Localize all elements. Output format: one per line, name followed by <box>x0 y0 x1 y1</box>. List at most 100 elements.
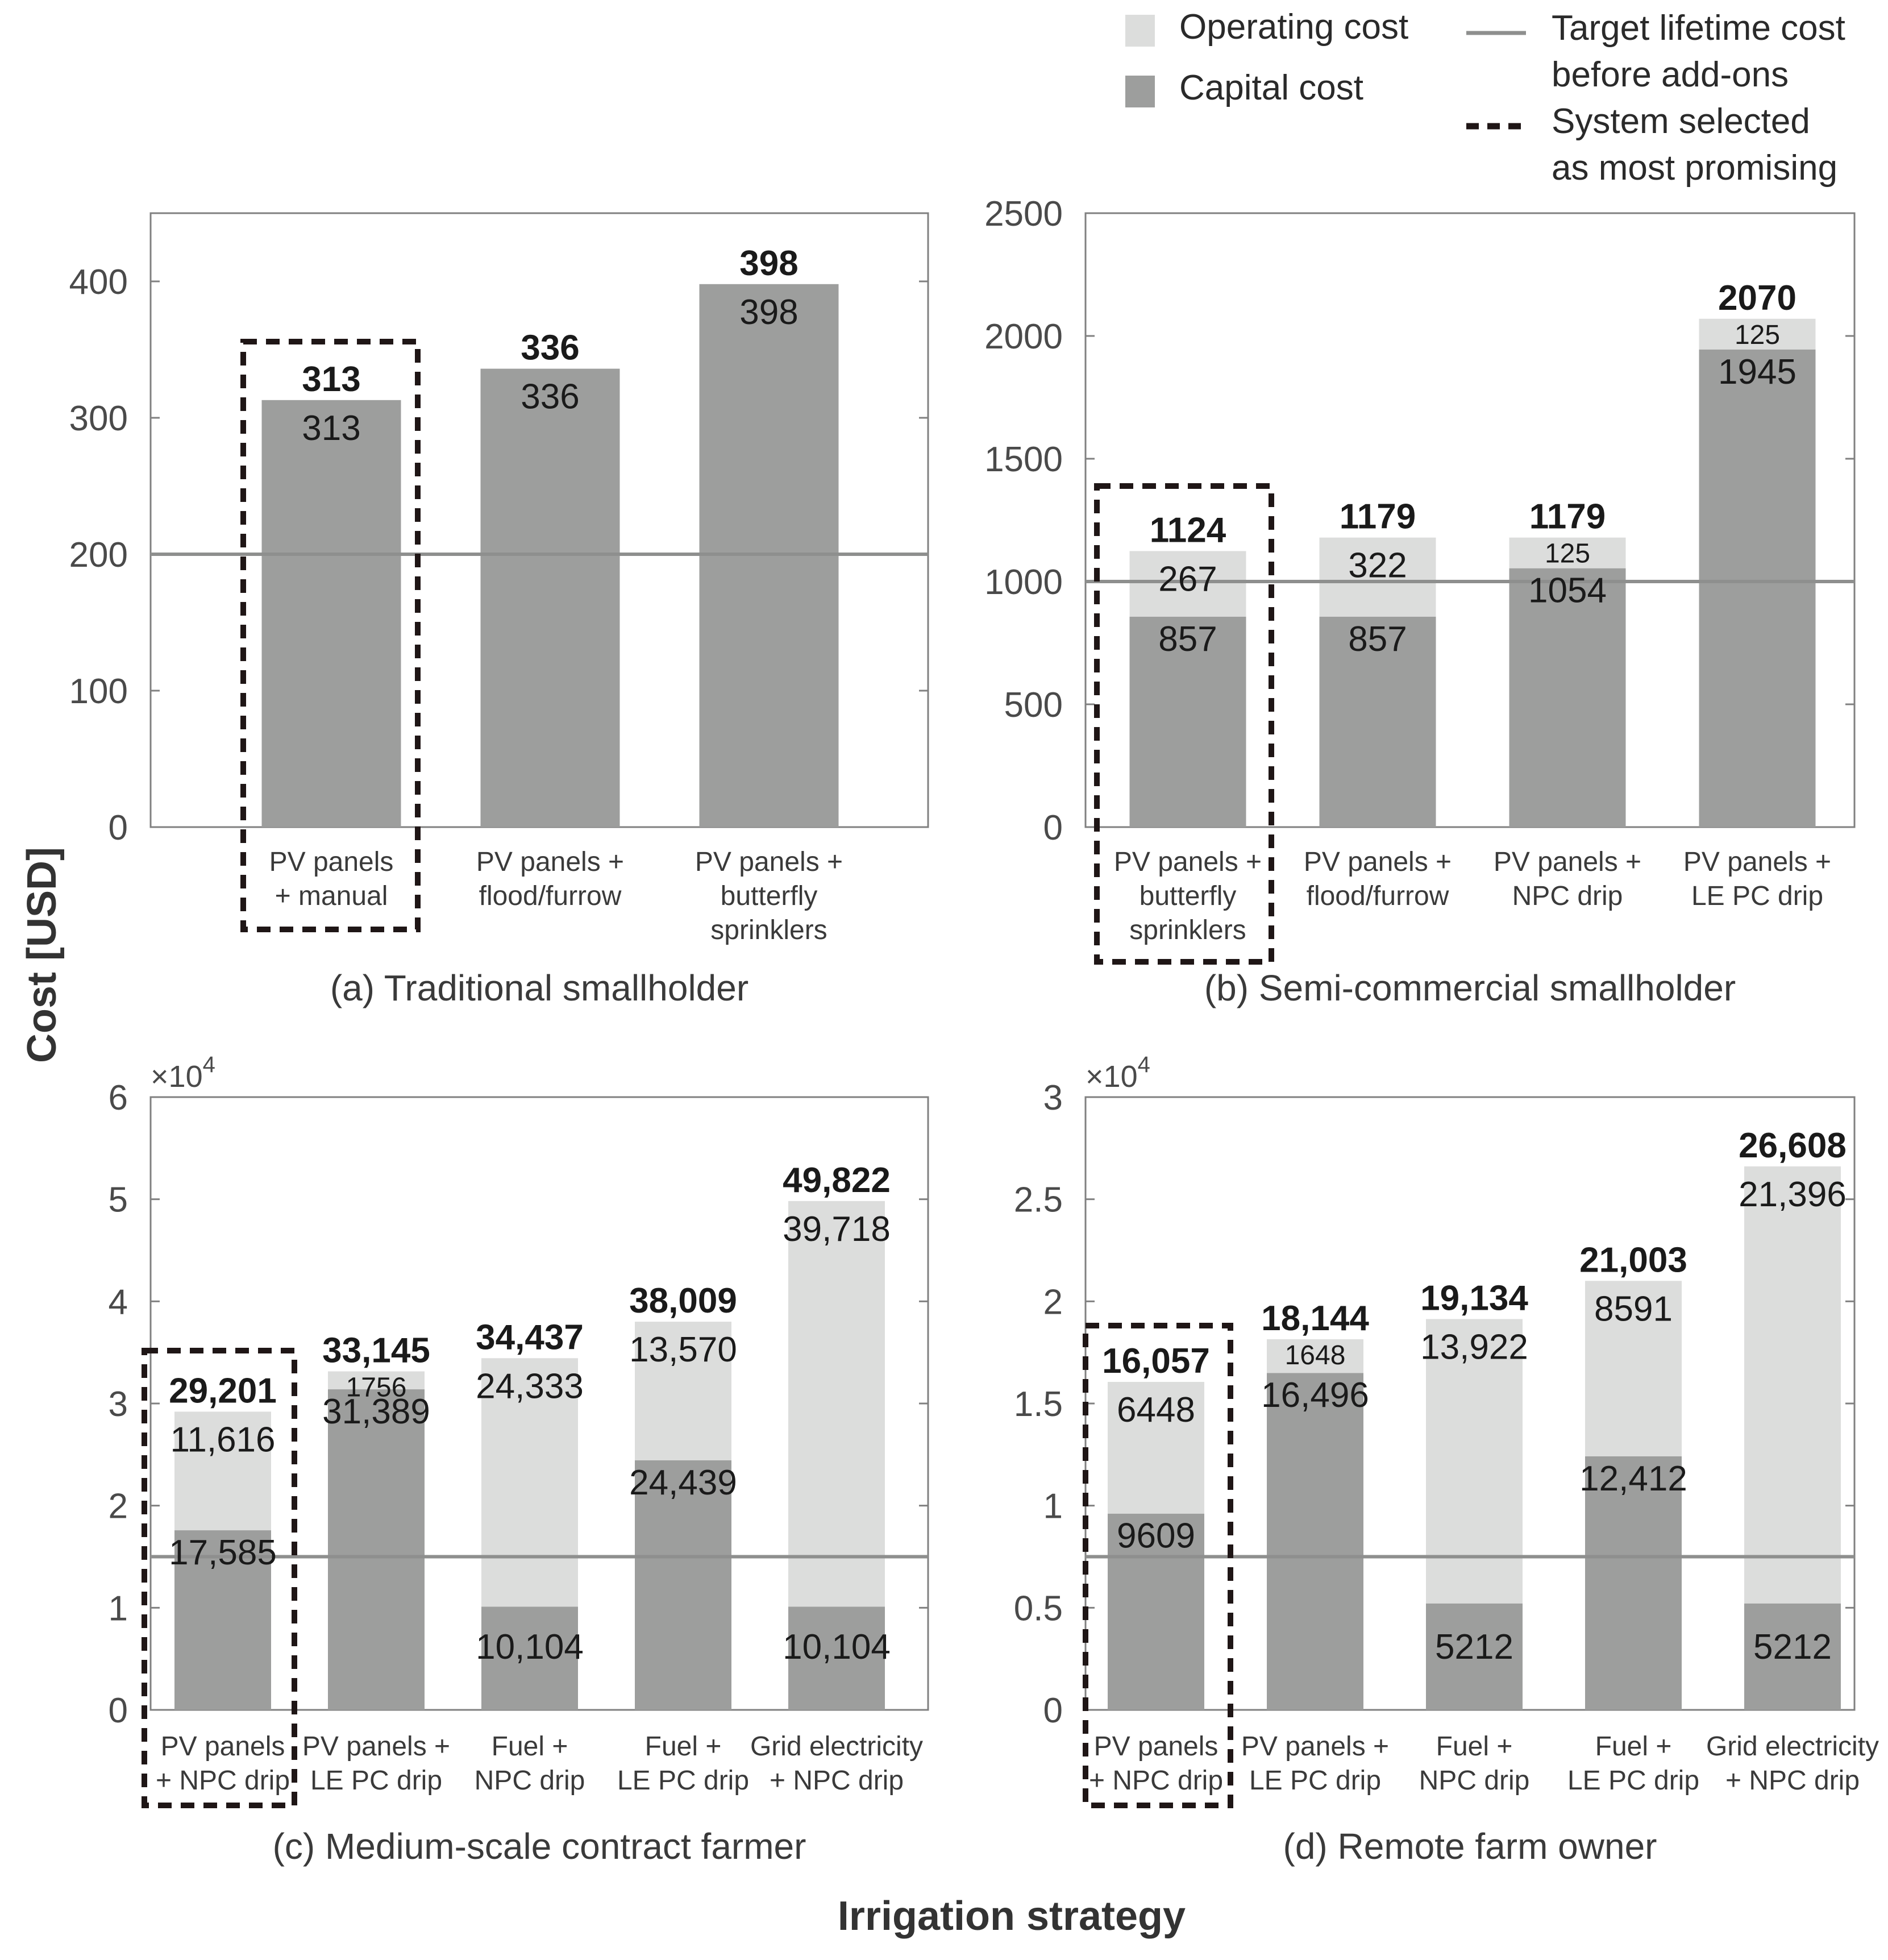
bar-capital-label: 17,585 <box>169 1533 277 1572</box>
legend-label-selected-2: as most promising <box>1552 148 1837 188</box>
panel-title: (b) Semi-commercial smallholder <box>1204 967 1736 1008</box>
y-axis-title: Cost [USD] <box>19 847 65 1063</box>
x-category-label: LE PC drip <box>310 1766 442 1796</box>
bar-operating-label: 11,616 <box>170 1420 275 1459</box>
x-category-label: PV panels + <box>1241 1731 1389 1762</box>
x-category-label: + manual <box>275 881 388 911</box>
x-category-label: LE PC drip <box>617 1766 749 1796</box>
x-category-label: PV panels <box>269 847 394 877</box>
y-tick-label: 0 <box>109 1691 128 1730</box>
bar-capital-label: 1054 <box>1528 571 1607 611</box>
y-tick-label: 1 <box>109 1589 128 1628</box>
bar-operating-label: 6448 <box>1117 1390 1195 1430</box>
bar-capital <box>480 368 620 827</box>
bar-total-label: 49,822 <box>783 1161 891 1200</box>
bar-operating-label: 24,333 <box>476 1367 584 1406</box>
bar-total-label: 29,201 <box>169 1371 277 1410</box>
x-category-label: NPC drip <box>1419 1766 1530 1796</box>
panel-title: (c) Medium-scale contract farmer <box>273 1826 806 1867</box>
x-category-label: PV panels + <box>1683 847 1831 877</box>
bar-capital <box>788 1606 885 1710</box>
bar-total-label: 34,437 <box>476 1318 584 1357</box>
y-tick-label: 300 <box>69 399 128 438</box>
bar-operating-label: 21,396 <box>1739 1175 1847 1214</box>
bar-capital <box>1585 1456 1682 1710</box>
x-category-label: Grid electricity <box>750 1731 923 1762</box>
selected-system-box <box>1083 1323 1233 1808</box>
x-category-label: Fuel + <box>645 1731 722 1762</box>
x-category-label: sprinklers <box>710 915 827 945</box>
y-tick-label: 2 <box>1043 1282 1063 1322</box>
x-category-label: LE PC drip <box>1691 881 1823 911</box>
legend: Operating cost Capital cost Target lifet… <box>1125 7 1845 188</box>
y-tick-label: 4 <box>109 1282 128 1322</box>
y-tick-label: 2500 <box>984 194 1063 234</box>
bar-operating <box>328 1371 425 1390</box>
bar-capital-label: 5212 <box>1753 1627 1832 1667</box>
x-category-label: + NPC drip <box>770 1766 904 1796</box>
bar-total-label: 19,134 <box>1420 1278 1528 1318</box>
legend-label-selected-1: System selected <box>1552 102 1810 141</box>
legend-swatch-capital <box>1125 76 1155 107</box>
bar-capital-label: 857 <box>1158 620 1217 659</box>
y-multiplier-exponent: 4 <box>1138 1052 1150 1077</box>
bar-total-label: 18,144 <box>1261 1299 1369 1338</box>
y-tick-label: 400 <box>69 263 128 302</box>
x-category-label: PV panels + <box>695 847 843 877</box>
bar-operating <box>788 1201 885 1607</box>
x-category-label: LE PC drip <box>1567 1766 1699 1796</box>
bar-capital <box>1129 616 1246 827</box>
legend-label-target-1: Target lifetime cost <box>1552 9 1845 48</box>
bar-operating-label: 125 <box>1735 320 1780 350</box>
bar-capital <box>1699 349 1816 827</box>
bar-capital-label: 398 <box>739 293 798 332</box>
y-multiplier-base: ×10 <box>1086 1060 1138 1094</box>
bar-capital-label: 5212 <box>1435 1627 1513 1667</box>
x-axis-title: Irrigation strategy <box>838 1893 1186 1939</box>
bar-operating <box>1129 551 1246 617</box>
y-tick-label: 0 <box>1043 808 1063 848</box>
panel-title: (d) Remote farm owner <box>1283 1826 1657 1867</box>
y-tick-label: 500 <box>1004 686 1063 725</box>
plot-frame <box>1084 212 1856 828</box>
y-tick-label: 2 <box>109 1487 128 1526</box>
x-category-label: + NPC drip <box>156 1766 290 1796</box>
y-tick-label: 5 <box>109 1181 128 1220</box>
x-category-label: butterfly <box>1140 881 1237 911</box>
bar-operating <box>635 1322 731 1460</box>
bar-total-label: 398 <box>739 244 798 283</box>
bar-operating <box>481 1358 578 1607</box>
y-tick-label: 1 <box>1043 1487 1063 1526</box>
bar-total-label: 38,009 <box>629 1281 737 1320</box>
x-category-label: PV panels + <box>1494 847 1641 877</box>
x-category-label: NPC drip <box>1512 881 1623 911</box>
x-category-label: flood/furrow <box>1307 881 1449 911</box>
bar-capital-label: 16,496 <box>1261 1376 1369 1415</box>
y-tick-label: 2.5 <box>1014 1181 1063 1220</box>
y-multiplier-base: ×10 <box>151 1060 203 1094</box>
y-tick-label: 1.5 <box>1014 1385 1063 1424</box>
selected-system-box <box>142 1348 297 1808</box>
bar-capital-label: 10,104 <box>476 1627 584 1667</box>
bar-total-label: 21,003 <box>1579 1240 1687 1280</box>
bar-capital <box>1744 1603 1841 1710</box>
y-tick-label: 0 <box>1043 1691 1063 1730</box>
y-tick-label: 6 <box>109 1078 128 1118</box>
bar-capital <box>1426 1603 1523 1710</box>
x-category-label: flood/furrow <box>479 881 622 911</box>
y-multiplier-label: ×104 <box>151 1052 215 1094</box>
bar-operating <box>1108 1382 1204 1514</box>
bar-capital-label: 9609 <box>1117 1517 1195 1556</box>
bar-capital-label: 10,104 <box>783 1627 891 1667</box>
x-category-label: + NPC drip <box>1089 1766 1223 1796</box>
bar-operating-label: 39,718 <box>783 1210 891 1249</box>
bar-operating-label: 13,570 <box>629 1330 737 1369</box>
x-category-label: NPC drip <box>475 1766 585 1796</box>
y-multiplier-exponent: 4 <box>203 1052 215 1077</box>
legend-swatch-operating <box>1125 15 1155 47</box>
bar-capital-label: 31,389 <box>322 1392 430 1431</box>
bar-operating <box>174 1411 271 1531</box>
x-category-label: PV panels <box>161 1731 285 1762</box>
bar-total-label: 313 <box>302 360 360 399</box>
x-category-label: PV panels + <box>1114 847 1262 877</box>
